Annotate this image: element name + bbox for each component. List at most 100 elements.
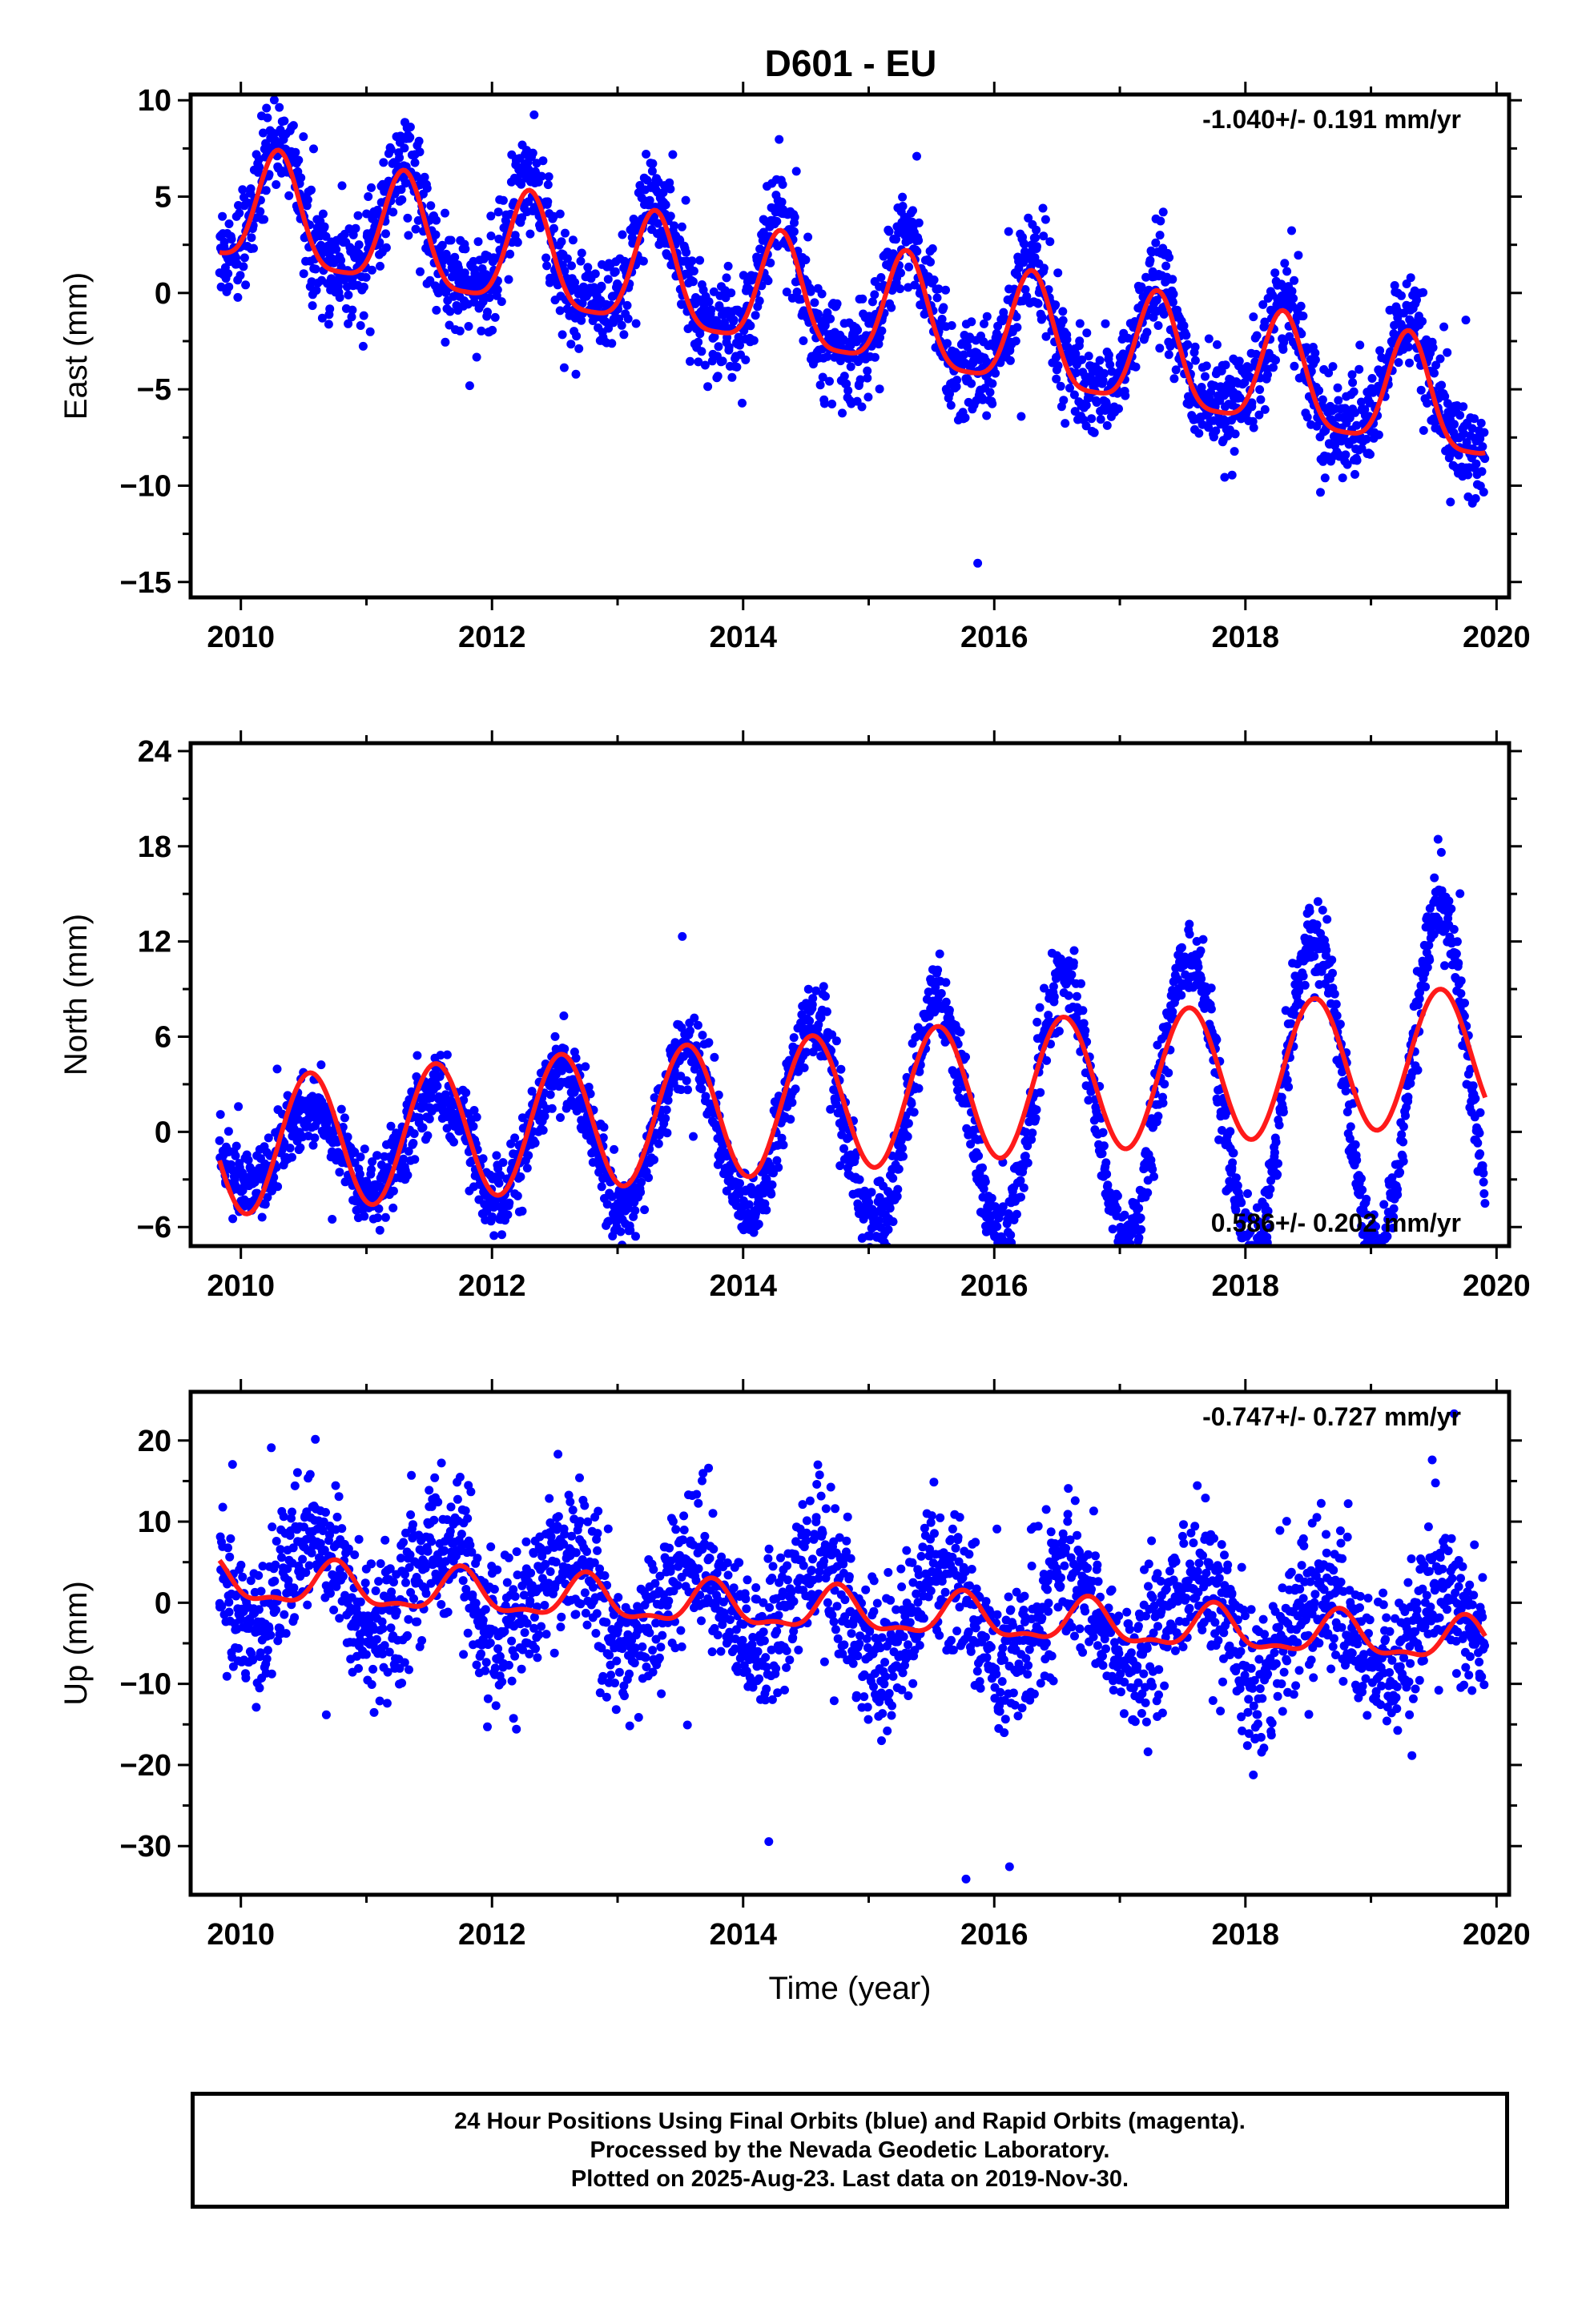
data-point xyxy=(1099,1141,1109,1151)
data-point xyxy=(253,67,262,76)
data-point xyxy=(360,1144,369,1154)
data-point xyxy=(1220,472,1230,482)
data-point xyxy=(1221,360,1230,370)
data-point xyxy=(876,333,884,342)
data-point xyxy=(558,330,567,340)
data-point xyxy=(988,399,997,408)
data-point xyxy=(670,221,679,231)
data-point xyxy=(492,1151,501,1160)
data-point xyxy=(1249,312,1258,322)
data-point xyxy=(825,376,834,386)
y-tick-label: −10 xyxy=(120,469,171,503)
data-point xyxy=(375,1225,384,1235)
data-point xyxy=(1406,273,1415,283)
data-point xyxy=(813,309,823,319)
data-point xyxy=(884,1224,893,1234)
data-point xyxy=(1031,233,1041,243)
data-point xyxy=(340,1177,350,1187)
data-point xyxy=(819,399,829,408)
data-point xyxy=(409,1129,419,1139)
data-point xyxy=(686,1026,694,1035)
data-point xyxy=(722,273,731,283)
data-point xyxy=(1328,362,1338,372)
data-point xyxy=(1089,428,1099,437)
data-point xyxy=(275,103,284,112)
data-point xyxy=(961,1052,970,1062)
data-point xyxy=(445,307,455,316)
data-point xyxy=(896,284,905,294)
data-point xyxy=(561,228,570,238)
data-point xyxy=(1463,492,1473,501)
data-point xyxy=(465,381,474,391)
data-point xyxy=(1114,404,1123,413)
data-point xyxy=(934,284,944,294)
data-point xyxy=(980,1177,990,1187)
data-point xyxy=(929,275,939,284)
data-point xyxy=(1169,374,1179,384)
data-point xyxy=(1185,919,1194,929)
data-point xyxy=(464,322,473,331)
data-point xyxy=(1190,342,1200,352)
data-point xyxy=(1476,418,1486,428)
data-point xyxy=(355,1169,364,1179)
data-point xyxy=(321,231,331,241)
data-point xyxy=(472,352,481,362)
data-point xyxy=(525,229,535,239)
y-tick-label: 0 xyxy=(155,277,171,311)
data-point xyxy=(568,235,578,245)
data-point xyxy=(1151,238,1161,247)
data-point xyxy=(887,303,896,312)
data-point xyxy=(1345,1134,1355,1144)
data-point xyxy=(1226,1127,1235,1136)
data-point xyxy=(1229,1148,1238,1158)
data-point xyxy=(1201,372,1210,381)
data-point xyxy=(486,231,496,241)
data-point xyxy=(1313,897,1322,907)
data-point xyxy=(1149,1172,1158,1181)
data-point xyxy=(729,316,739,324)
data-point xyxy=(1362,434,1371,444)
data-point xyxy=(839,1144,848,1153)
data-point xyxy=(1153,1040,1162,1050)
data-point xyxy=(602,1200,612,1209)
data-point xyxy=(853,325,863,335)
data-point xyxy=(1286,1019,1296,1028)
data-point xyxy=(1477,467,1487,476)
data-point xyxy=(404,1147,413,1156)
data-point xyxy=(700,360,710,370)
data-point xyxy=(714,1090,723,1100)
data-point xyxy=(1165,253,1174,262)
data-point xyxy=(318,209,328,219)
data-point xyxy=(1079,1019,1089,1028)
data-point xyxy=(1419,426,1428,435)
data-point xyxy=(586,1089,595,1099)
data-point xyxy=(810,298,819,308)
data-point xyxy=(494,1179,504,1188)
data-point xyxy=(1181,331,1191,340)
data-point xyxy=(1324,368,1334,378)
data-point xyxy=(1092,398,1101,407)
data-point xyxy=(817,289,827,299)
data-point xyxy=(910,280,920,290)
plot-frame xyxy=(188,92,1512,600)
data-point xyxy=(1071,349,1081,359)
data-point xyxy=(836,1064,846,1074)
data-point xyxy=(1159,309,1169,319)
data-point xyxy=(461,1088,471,1097)
data-point xyxy=(806,287,815,296)
data-point xyxy=(885,1204,895,1213)
data-point xyxy=(504,275,513,284)
data-point xyxy=(299,132,308,142)
data-point xyxy=(1069,946,1079,955)
data-point xyxy=(1331,999,1341,1009)
panel-1: 2010 2012 2014 2016 2018 20201050−5−10−15East… xyxy=(58,67,1531,654)
data-point xyxy=(727,288,736,298)
data-point xyxy=(1155,231,1165,240)
data-point xyxy=(1342,460,1352,469)
data-point xyxy=(1443,399,1452,408)
data-point xyxy=(414,136,424,146)
data-point xyxy=(1004,227,1013,236)
data-point xyxy=(1341,1086,1350,1096)
data-point xyxy=(262,103,272,113)
data-point xyxy=(1211,426,1221,436)
